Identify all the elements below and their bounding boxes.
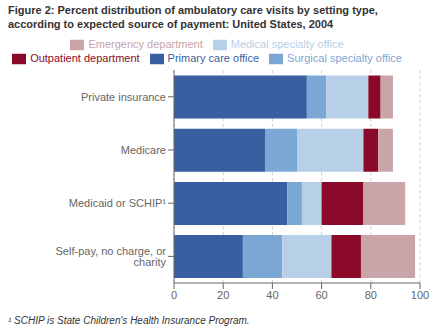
svg-text:Medicaid or SCHIP¹: Medicaid or SCHIP¹	[69, 197, 167, 209]
svg-text:Private insurance: Private insurance	[81, 91, 166, 103]
svg-text:80: 80	[365, 289, 377, 301]
svg-text:0: 0	[171, 289, 177, 301]
html-text:Medical specialty office: Medical specialty office	[230, 38, 344, 50]
html-text:Figure 2: Percent distribution: Figure 2: Percent distribution of ambula…	[8, 4, 378, 30]
svg-text:Self-pay, no charge, orcharity: Self-pay, no charge, orcharity	[56, 245, 167, 268]
html-text:Primary care office: Primary care office	[167, 52, 260, 65]
html-text:Emergency department: Emergency department	[88, 38, 203, 50]
svg-text:100: 100	[411, 289, 429, 301]
svg-text:40: 40	[266, 289, 278, 301]
html-text:¹ SCHIP is State Children's He: ¹ SCHIP is State Children's Health Insur…	[8, 315, 250, 326]
html-text:Outpatient department: Outpatient department	[30, 52, 140, 65]
html-text:Surgical specialty office: Surgical specialty office	[287, 52, 402, 65]
svg-text:60: 60	[315, 289, 327, 301]
svg-text:Medicare: Medicare	[121, 144, 166, 156]
svg-text:20: 20	[217, 289, 229, 301]
